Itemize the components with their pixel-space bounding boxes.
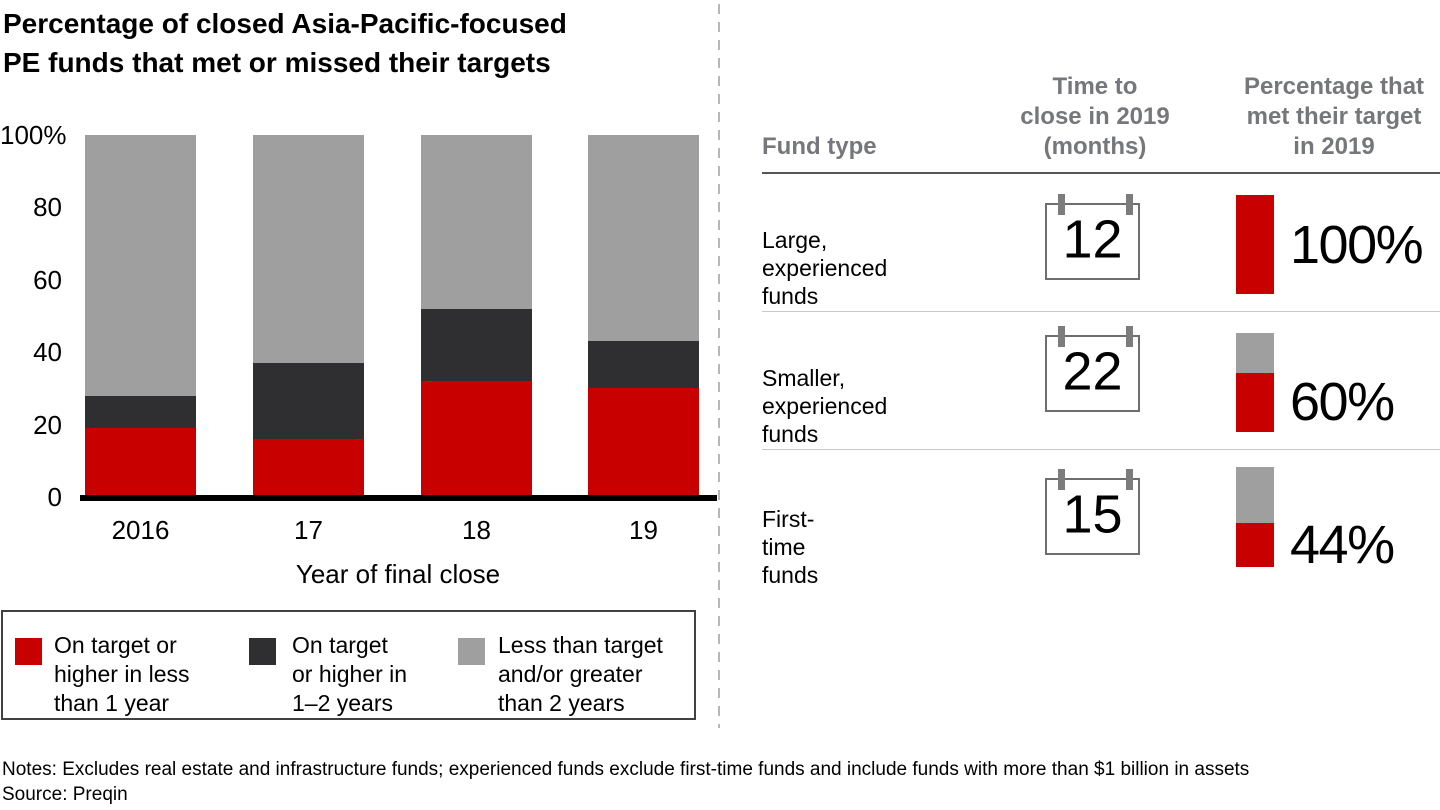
bar-segment-2016-series2 xyxy=(85,135,196,396)
header-line: Fund type xyxy=(762,133,877,160)
y-tick-label-60: 60 xyxy=(33,264,62,295)
header-line: met their target xyxy=(1246,103,1422,130)
bar-segment-18-series1 xyxy=(421,308,532,382)
row-divider-2 xyxy=(762,449,1440,450)
minibar-missed-segment xyxy=(1236,333,1274,373)
legend-swatch-0 xyxy=(15,638,42,665)
minibar-met-segment xyxy=(1236,523,1274,567)
legend-swatch-2 xyxy=(458,638,485,665)
x-label-2016: 2016 xyxy=(111,515,170,545)
fund-type-label-1: Smaller, experienced funds xyxy=(762,364,887,448)
chart-title-line1: Percentage of closed Asia-Pacific-focuse… xyxy=(3,8,567,39)
legend-label-line: higher in less xyxy=(54,661,190,687)
y-tick-label-0: 0 xyxy=(47,482,62,512)
table-header-rule xyxy=(762,172,1440,174)
met-target-minibar-1 xyxy=(1236,333,1274,432)
minibar-met-segment xyxy=(1236,372,1274,432)
met-percentage-label-1: 60% xyxy=(1290,372,1395,433)
calendar-icon-2: 15 xyxy=(1045,469,1140,555)
legend-label-1: On target or higher in 1–2 years xyxy=(292,631,407,718)
bar-segment-19-series1 xyxy=(588,341,699,389)
calendar-hanger-right-icon xyxy=(1126,326,1133,347)
fund-type-line: experienced funds xyxy=(762,393,888,447)
calendar-hanger-right-icon xyxy=(1126,469,1133,490)
row-divider-1 xyxy=(762,311,1440,312)
header-line: (months) xyxy=(1043,133,1147,160)
header-line: close in 2019 xyxy=(1020,103,1170,130)
bar-segment-19-series2 xyxy=(588,135,699,342)
calendar-hanger-left-icon xyxy=(1058,469,1065,490)
stacked-bar-17 xyxy=(253,135,364,497)
months-value-1: 22 xyxy=(1062,341,1123,402)
stacked-bar-18 xyxy=(421,135,532,497)
stacked-bar-plot-area xyxy=(80,135,717,497)
calendar-hanger-right-icon xyxy=(1126,194,1133,215)
legend-label-line: than 2 years xyxy=(498,690,625,716)
chart-title: Percentage of closed Asia-Pacific-focuse… xyxy=(3,4,567,82)
y-tick-label-20: 20 xyxy=(33,409,62,440)
table-header-percentage-met: Percentage that met their target in 2019 xyxy=(1228,72,1440,162)
header-line: Time to xyxy=(1052,73,1138,100)
months-value-0: 12 xyxy=(1062,209,1123,270)
x-axis-baseline xyxy=(80,495,717,501)
legend-label-line: On target or xyxy=(54,632,177,658)
bar-segment-19-series0 xyxy=(588,388,699,497)
months-value-2: 15 xyxy=(1062,484,1123,545)
header-line: in 2019 xyxy=(1293,133,1375,160)
legend-label-line: Less than target xyxy=(498,632,663,658)
y-tick-label-40: 40 xyxy=(33,337,62,368)
table-header-time-to-close: Time to close in 2019 (months) xyxy=(995,72,1195,162)
calendar-icon-1: 22 xyxy=(1045,326,1140,412)
fund-type-label-2: First-time funds xyxy=(762,505,818,589)
bar-segment-17-series1 xyxy=(253,363,364,440)
y-tick-label-100: 100% xyxy=(0,120,67,150)
fund-type-line: Smaller, xyxy=(762,365,846,391)
bar-segment-18-series0 xyxy=(421,381,532,497)
bar-segment-18-series2 xyxy=(421,135,532,309)
header-line: Percentage that xyxy=(1243,73,1425,100)
x-label-19: 19 xyxy=(629,515,658,545)
bar-segment-2016-series1 xyxy=(85,395,196,429)
fund-type-line: experienced funds xyxy=(762,255,888,309)
y-tick-label-80: 80 xyxy=(33,192,62,223)
stacked-bar-2016 xyxy=(85,135,196,497)
fund-type-line: Large, xyxy=(762,227,828,253)
bar-segment-2016-series0 xyxy=(85,428,196,497)
legend-label-2: Less than target and/or greater than 2 yea… xyxy=(498,631,663,718)
met-target-minibar-0 xyxy=(1236,195,1274,294)
stacked-bar-19 xyxy=(588,135,699,497)
dashed-vertical-divider xyxy=(718,4,720,728)
legend-label-0: On target or higher in less than 1 year xyxy=(54,631,190,718)
chart-legend: On target or higher in less than 1 year On … xyxy=(1,610,696,720)
legend-label-line: 1–2 years xyxy=(292,690,394,716)
footer-source: Source: Preqin xyxy=(2,784,128,805)
legend-label-line: and/or greater xyxy=(498,661,643,687)
met-target-minibar-2 xyxy=(1236,467,1274,567)
footer-notes: Notes: Excludes real estate and infrastr… xyxy=(2,759,1250,780)
fund-type-label-0: Large, experienced funds xyxy=(762,226,887,310)
minibar-missed-segment xyxy=(1236,467,1274,523)
minibar-met-segment xyxy=(1236,195,1274,294)
footer: Notes: Excludes real estate and infrastr… xyxy=(2,757,1249,807)
calendar-hanger-left-icon xyxy=(1058,194,1065,215)
x-axis-title: Year of final close xyxy=(295,559,501,589)
legend-label-line: or higher in xyxy=(292,661,408,687)
x-label-18: 18 xyxy=(462,515,491,545)
bar-segment-17-series0 xyxy=(253,439,364,497)
calendar-icon-0: 12 xyxy=(1045,194,1140,280)
legend-swatch-1 xyxy=(249,638,276,665)
bar-segment-17-series2 xyxy=(253,135,364,364)
table-header-fund-type: Fund type xyxy=(762,132,877,162)
legend-label-line: On target xyxy=(292,632,388,658)
met-percentage-label-0: 100% xyxy=(1290,214,1424,275)
calendar-hanger-left-icon xyxy=(1058,326,1065,347)
legend-label-line: than 1 year xyxy=(54,690,170,716)
chart-title-line2: PE funds that met or missed their target… xyxy=(3,47,551,78)
x-label-17: 17 xyxy=(294,515,323,545)
met-percentage-label-2: 44% xyxy=(1290,515,1395,575)
fund-type-line: First-time funds xyxy=(762,506,819,588)
